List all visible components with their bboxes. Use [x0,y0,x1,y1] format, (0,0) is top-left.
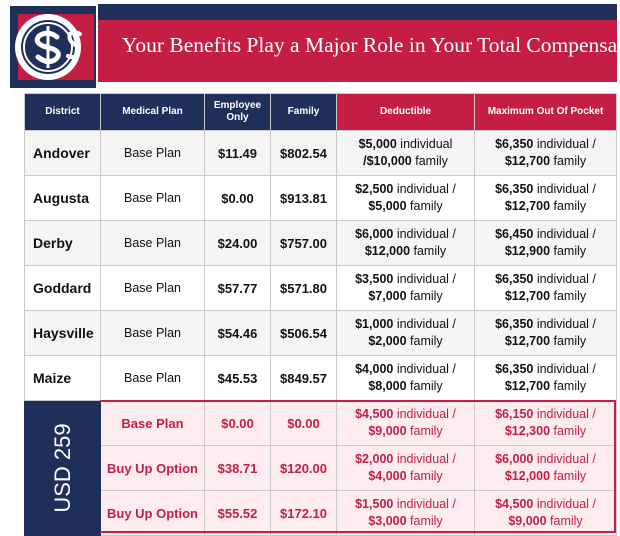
family-cost-cell: $172.10 [270,490,337,536]
plan-cell: Base Plan [100,355,205,401]
plan-cell: Base Plan [100,265,205,311]
column-header: Family [270,93,337,131]
employee-cost-cell: $57.77 [204,265,271,311]
table-row: Buy Up Option $55.52 $172.10 $1,500 indi… [25,490,617,536]
column-header: District [24,93,101,131]
deductible-cell: $2,500 individual / $5,000 family [336,175,475,221]
deductible-cell: $4,500 individual / $9,000 family [336,400,475,446]
page-title: Your Benefits Play a Major Role in Your … [122,33,620,57]
deductible-cell: $4,000 individual / $8,000 family [336,355,475,401]
district-cell: Haysville [24,310,101,356]
family-cost-cell: $913.81 [270,175,337,221]
usd-259-cell: USD 259 [24,400,101,536]
usd-259-label: USD 259 [49,423,75,513]
employee-cost-cell: $55.52 [204,490,271,536]
table-row: Goddard Base Plan $57.77 $571.80 $3,500 … [24,265,617,311]
employee-cost-cell: $11.49 [204,130,271,176]
plan-cell: Base Plan [100,220,205,266]
table-row: Derby Base Plan $24.00 $757.00 $6,000 in… [24,220,617,266]
max-out-of-pocket-cell: $6,150 individual / $12,300 family [474,400,617,446]
table-row: Andover Base Plan $11.49 $802.54 $5,000 … [24,130,617,176]
family-cost-cell: $120.00 [270,445,337,491]
table-row: Maize Base Plan $45.53 $849.57 $4,000 in… [24,355,617,401]
district-cell: Derby [24,220,101,266]
max-out-of-pocket-cell: $4,500 individual / $9,000 family [474,490,617,536]
table-row: Augusta Base Plan $0.00 $913.81 $2,500 i… [24,175,617,221]
max-out-of-pocket-cell: $6,350 individual / $12,700 family [474,355,617,401]
dollar-coin-icon [8,4,98,90]
employee-cost-cell: $38.71 [204,445,271,491]
district-cell: Andover [24,130,101,176]
deductible-cell: $2,000 individual / $4,000 family [336,445,475,491]
plan-cell: Base Plan [100,175,205,221]
benefits-table: District Medical Plan Employee Only Fami… [24,93,617,536]
family-cost-cell: $757.00 [270,220,337,266]
family-cost-cell: $0.00 [270,400,337,446]
max-out-of-pocket-cell: $6,350 individual / $12,700 family [474,265,617,311]
table-row: Haysville Base Plan $54.46 $506.54 $1,00… [24,310,617,356]
employee-cost-cell: $54.46 [204,310,271,356]
deductible-cell: $1,500 individual / $3,000 family [336,490,475,536]
column-header: Employee Only [204,93,271,131]
employee-cost-cell: $45.53 [204,355,271,401]
max-out-of-pocket-cell: $6,350 individual / $12,700 family [474,130,617,176]
plan-cell: Base Plan [100,400,205,446]
max-out-of-pocket-cell: $6,000 individual / $12,000 family [474,445,617,491]
header-band [98,20,617,82]
deductible-cell: $5,000 individual/$10,000 family [336,130,475,176]
employee-cost-cell: $0.00 [204,400,271,446]
district-cell: Augusta [24,175,101,221]
header-stripe [98,4,617,20]
deductible-cell: $3,500 individual / $7,000 family [336,265,475,311]
plan-cell: Base Plan [100,310,205,356]
district-cell: Goddard [24,265,101,311]
plan-cell: Buy Up Option [100,445,205,491]
column-header: Deductible [336,93,475,131]
family-cost-cell: $802.54 [270,130,337,176]
plan-cell: Buy Up Option [100,490,205,536]
employee-cost-cell: $24.00 [204,220,271,266]
table-row: USD 259 Base Plan $0.00 $0.00 $4,500 ind… [24,400,617,536]
family-cost-cell: $849.57 [270,355,337,401]
column-header: Maximum Out Of Pocket [474,93,617,131]
district-cell: Maize [24,355,101,401]
max-out-of-pocket-cell: $6,350 individual / $12,700 family [474,310,617,356]
column-header: Medical Plan [100,93,205,131]
family-cost-cell: $571.80 [270,265,337,311]
plan-cell: Base Plan [100,130,205,176]
table-header-row: District Medical Plan Employee Only Fami… [24,93,617,131]
table-row: Buy Up Option $38.71 $120.00 $2,000 indi… [25,445,617,491]
employee-cost-cell: $0.00 [204,175,271,221]
deductible-cell: $1,000 individual / $2,000 family [336,310,475,356]
family-cost-cell: $506.54 [270,310,337,356]
max-out-of-pocket-cell: $6,450 individual / $12,900 family [474,220,617,266]
max-out-of-pocket-cell: $6,350 individual / $12,700 family [474,175,617,221]
deductible-cell: $6,000 individual / $12,000 family [336,220,475,266]
